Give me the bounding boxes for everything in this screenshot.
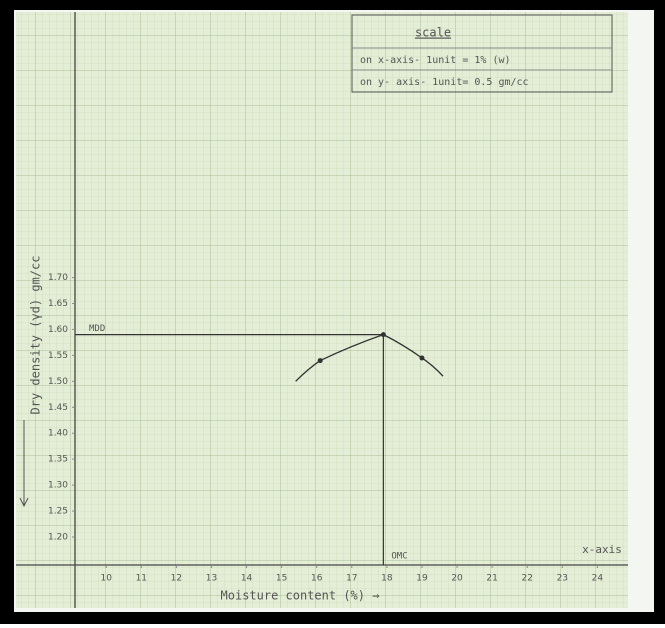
x-tick-label: 19: [416, 574, 428, 584]
scale-line: on x-axis- 1unit = 1% (w): [360, 55, 511, 66]
y-tick-label: 1.40: [48, 429, 68, 439]
annotation: OMC: [391, 552, 407, 562]
y-tick-label: 1.20: [48, 532, 68, 542]
point: [419, 355, 424, 360]
point: [318, 358, 323, 363]
graph-paper: [16, 12, 628, 608]
x-axis-label: Moisture content (%) →: [221, 589, 380, 603]
chart: scale on x-axis- 1unit = 1% (w) on y- ax…: [0, 0, 665, 624]
y-tick-label: 1.45: [48, 403, 68, 413]
y-tick-label: 1.60: [48, 325, 68, 335]
x-tick-label: 18: [381, 574, 393, 584]
y-axis-label: Dry density (γd) gm/cc: [29, 256, 43, 415]
scale-line: on y- axis- 1unit= 0.5 gm/cc: [360, 77, 529, 88]
y-tick-label: 1.65: [48, 299, 68, 309]
point: [381, 332, 386, 337]
y-tick-label: 1.70: [48, 273, 68, 283]
x-axis-note: x-axis: [582, 543, 622, 556]
x-tick-label: 23: [557, 574, 568, 584]
y-tick-label: 1.30: [48, 481, 68, 491]
scale-title: scale: [415, 26, 451, 40]
x-tick-label: 13: [206, 574, 217, 584]
y-tick-label: 1.55: [48, 351, 68, 361]
x-tick-label: 14: [241, 574, 253, 584]
x-tick-label: 11: [136, 574, 147, 584]
x-tick-label: 20: [451, 574, 463, 584]
y-tick-label: 1.50: [48, 377, 68, 387]
x-tick-label: 22: [521, 574, 532, 584]
annotation: MDD: [89, 324, 105, 334]
x-tick-label: 21: [486, 574, 497, 584]
x-tick-label: 12: [171, 574, 182, 584]
x-tick-label: 10: [100, 574, 112, 584]
x-tick-label: 24: [592, 574, 604, 584]
x-tick-label: 17: [346, 574, 357, 584]
y-tick-label: 1.35: [48, 455, 68, 465]
y-tick-label: 1.25: [48, 507, 68, 517]
x-tick-label: 15: [276, 574, 287, 584]
x-tick-label: 16: [311, 574, 323, 584]
